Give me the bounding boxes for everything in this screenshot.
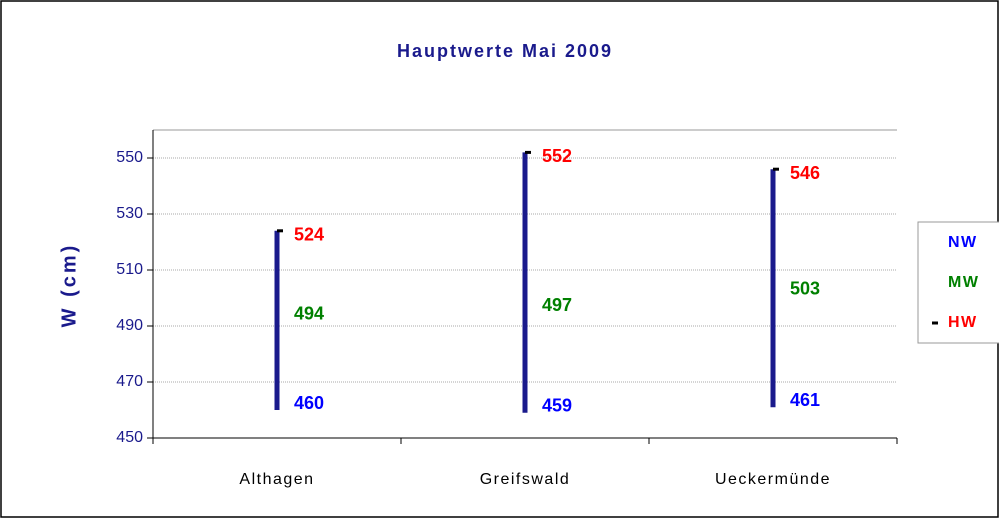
x-tick-label: Greifswald — [480, 471, 571, 488]
legend — [917, 221, 999, 344]
y-tick-label: 510 — [116, 261, 143, 278]
value-label: 524 — [294, 225, 324, 245]
legend-label: HW — [948, 314, 978, 331]
y-axis-title: W (cm) — [58, 243, 80, 328]
legend-label: MW — [948, 274, 979, 291]
value-label: 497 — [542, 295, 572, 315]
x-tick-label: Althagen — [239, 471, 314, 488]
y-tick-label: 450 — [116, 429, 143, 446]
value-label: 494 — [294, 304, 324, 324]
y-tick-label: 490 — [116, 317, 143, 334]
value-label: 503 — [790, 278, 820, 298]
value-label: 461 — [790, 390, 820, 410]
value-label: 459 — [542, 396, 572, 416]
value-label: 546 — [790, 163, 820, 183]
legend-label: NW — [948, 234, 978, 251]
y-tick-label: 470 — [116, 373, 143, 390]
y-tick-label: 550 — [116, 149, 143, 166]
x-tick-label: Ueckermünde — [715, 471, 831, 488]
value-label: 460 — [294, 393, 324, 413]
chart-title: Hauptwerte Mai 2009 — [397, 41, 613, 61]
value-label: 552 — [542, 146, 572, 166]
y-tick-label: 530 — [116, 205, 143, 222]
